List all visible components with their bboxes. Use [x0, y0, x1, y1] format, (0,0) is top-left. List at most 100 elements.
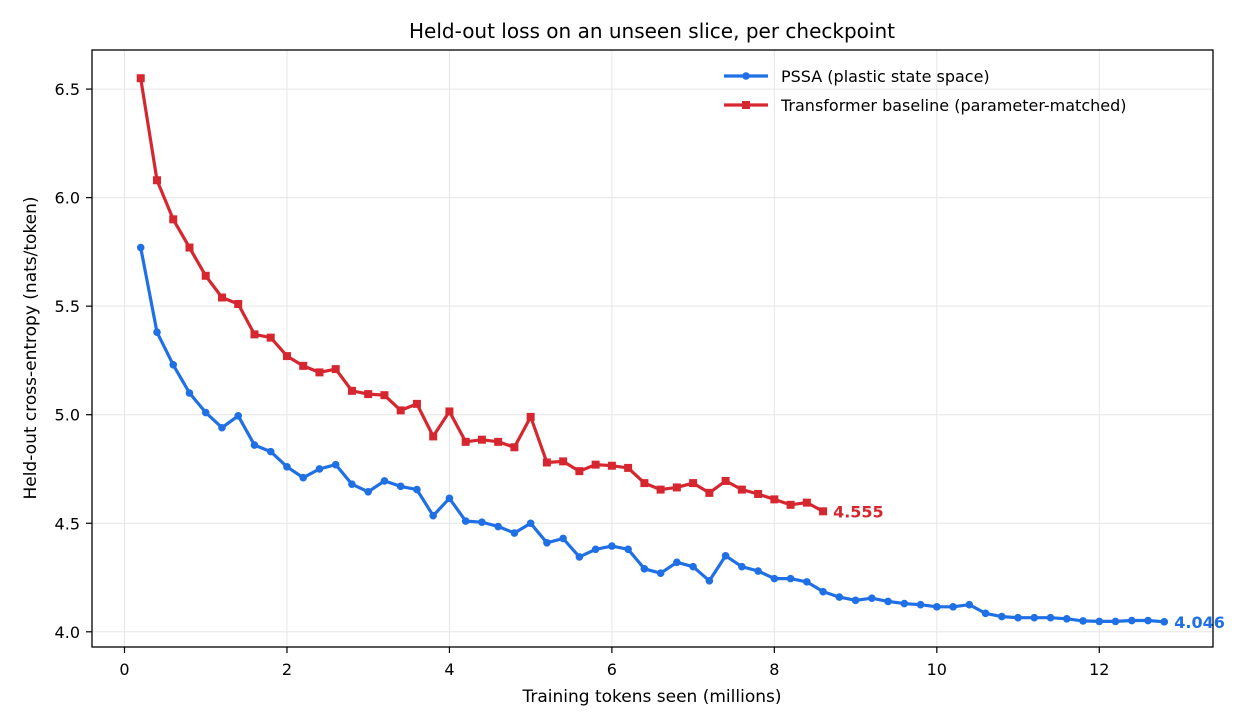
data-point	[1144, 616, 1152, 625]
data-point	[608, 542, 616, 550]
data-point	[510, 443, 519, 452]
data-point	[542, 458, 551, 467]
y-tick-label: 5.5	[55, 297, 80, 316]
series-line	[139, 247, 1165, 624]
data-point	[477, 435, 486, 444]
x-tick-label: 6	[607, 660, 617, 679]
data-point	[283, 463, 291, 471]
data-point	[152, 176, 161, 185]
data-point	[169, 215, 178, 224]
data-point	[445, 494, 454, 503]
data-point	[575, 467, 584, 476]
data-point	[884, 597, 892, 606]
data-point	[754, 489, 763, 498]
data-point	[364, 487, 372, 496]
data-point	[933, 603, 941, 611]
data-point	[201, 271, 210, 280]
data-point	[786, 500, 795, 509]
data-point	[266, 333, 275, 342]
data-point	[169, 360, 178, 369]
data-point	[721, 552, 730, 560]
data-point	[656, 485, 665, 494]
data-point	[250, 330, 259, 339]
y-tick-label: 4.5	[55, 514, 80, 533]
data-point	[136, 74, 145, 83]
data-point	[786, 574, 795, 583]
data-point	[851, 596, 860, 605]
data-point	[494, 522, 502, 531]
data-point	[218, 423, 226, 432]
data-point	[1095, 617, 1104, 626]
y-tick-label: 6.5	[55, 80, 80, 99]
data-point	[413, 485, 421, 494]
data-point	[1127, 616, 1136, 625]
legend-entry: PSSA (plastic state space)	[724, 67, 990, 86]
data-point	[461, 437, 470, 446]
data-point	[185, 243, 194, 252]
x-tick-label: 0	[119, 660, 129, 679]
data-point	[591, 545, 600, 554]
data-point	[201, 408, 210, 417]
data-point	[250, 441, 259, 449]
data-point	[591, 460, 600, 469]
grid-lines	[92, 50, 1213, 647]
data-point	[461, 517, 470, 525]
x-tick-label: 12	[1089, 660, 1109, 679]
chart-title: Held-out loss on an unseen slice, per ch…	[409, 19, 895, 43]
data-point	[1160, 618, 1169, 626]
data-point	[624, 463, 633, 472]
data-point	[494, 437, 503, 446]
data-point	[672, 483, 681, 492]
data-point	[315, 465, 324, 473]
plot-frame	[91, 49, 1214, 648]
data-point	[607, 461, 616, 470]
data-point	[868, 594, 876, 602]
legend: PSSA (plastic state space) Transformer ba…	[724, 67, 1127, 115]
data-point	[234, 299, 243, 308]
data-point	[510, 529, 519, 537]
data-point	[981, 609, 990, 618]
data-point	[136, 243, 145, 252]
data-point	[1062, 614, 1071, 623]
y-tick-label: 5.0	[55, 406, 80, 425]
series-line	[139, 77, 824, 513]
data-point	[1046, 613, 1055, 622]
data-point	[754, 567, 762, 575]
data-point	[689, 479, 698, 488]
series-layer: 4.046 4.555	[136, 74, 1225, 632]
legend-marker	[742, 101, 750, 109]
data-point	[997, 612, 1006, 621]
data-point	[738, 562, 746, 571]
data-point	[185, 389, 194, 397]
y-tick-label: 6.0	[55, 189, 80, 208]
legend-label: Transformer baseline (parameter-matched)	[780, 96, 1127, 115]
data-point	[559, 534, 567, 543]
data-point	[819, 587, 827, 596]
data-point	[299, 361, 308, 370]
y-axis-label: Held-out cross-entropy (nats/token)	[21, 196, 41, 499]
data-point	[559, 457, 568, 466]
data-point	[331, 460, 340, 469]
data-point	[347, 386, 356, 395]
data-point	[900, 599, 909, 608]
data-point	[234, 411, 243, 420]
data-point	[575, 553, 584, 561]
data-point	[299, 473, 308, 482]
data-point	[315, 368, 324, 377]
data-point	[949, 603, 957, 611]
data-point	[721, 476, 730, 485]
data-point	[526, 519, 535, 528]
end-value-label: 4.046	[1174, 613, 1225, 632]
data-point	[770, 574, 779, 583]
data-point	[364, 390, 373, 399]
data-point	[478, 518, 486, 526]
data-point	[737, 485, 746, 494]
data-point	[429, 511, 437, 520]
data-point	[1111, 617, 1120, 626]
data-point	[689, 562, 697, 571]
data-point	[380, 391, 389, 400]
data-point	[1079, 617, 1087, 625]
data-point	[656, 569, 665, 577]
series-0: 4.046	[136, 243, 1225, 632]
